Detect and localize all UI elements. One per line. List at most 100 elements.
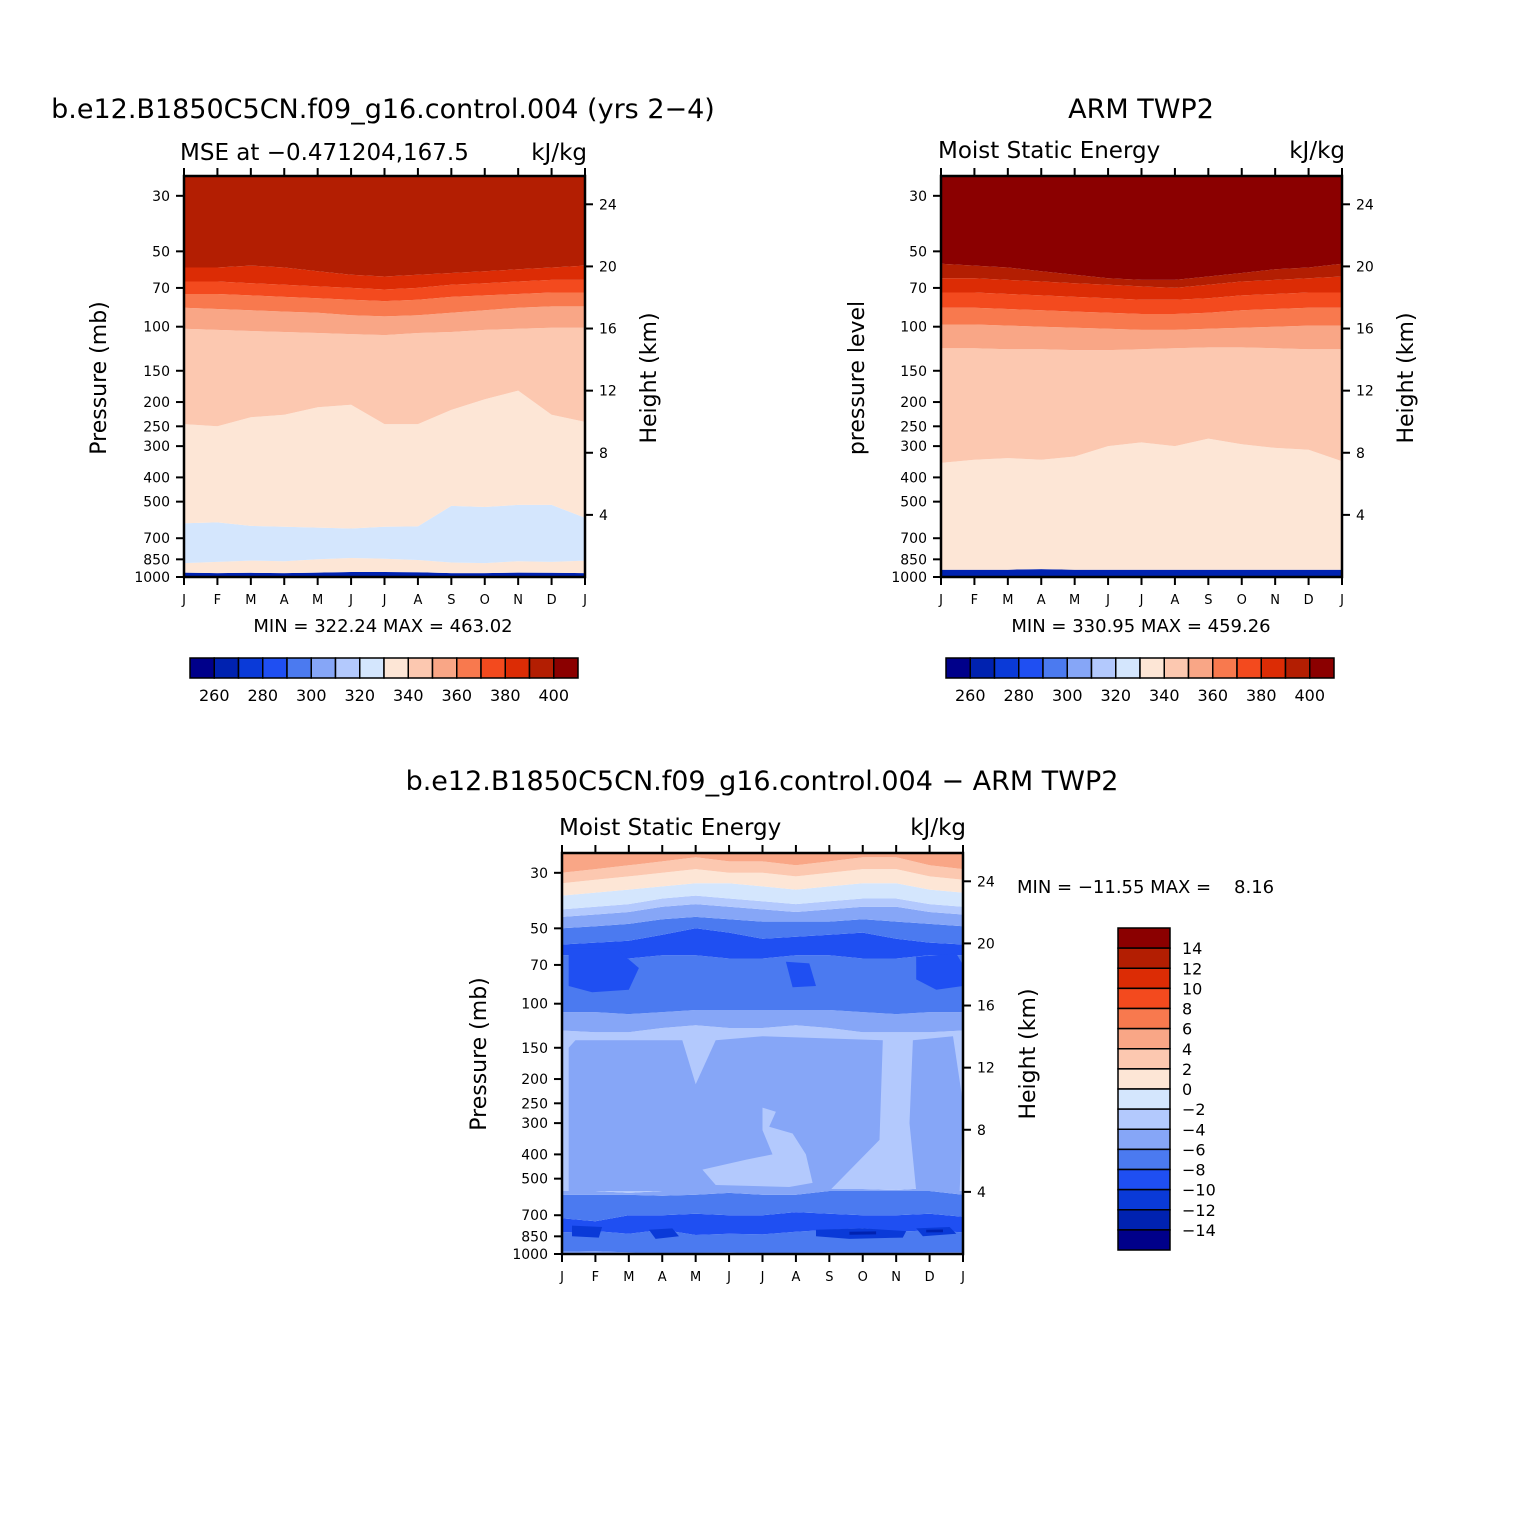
colorbar-box <box>1187 657 1214 679</box>
y-tick-label: 100 <box>900 320 927 336</box>
colorbar-label: −6 <box>1182 1140 1206 1159</box>
y-tick-label: 400 <box>900 470 927 486</box>
height-tick-label: 24 <box>1356 197 1374 213</box>
colorbar-box <box>1117 967 1171 990</box>
colorbar-box <box>1212 657 1238 679</box>
x-tick-label: N <box>513 593 523 608</box>
x-tick-label: A <box>280 593 289 608</box>
colorbar-box <box>945 657 971 679</box>
contour-band <box>562 916 963 945</box>
panel-obs-units: kJ/kg <box>1289 138 1345 164</box>
y-tick-label: 300 <box>900 439 927 455</box>
colorbar-label: −14 <box>1182 1221 1216 1240</box>
y-tick-label: 200 <box>900 395 927 411</box>
y-tick-label: 150 <box>143 364 170 380</box>
y-tick-label: 70 <box>530 958 548 974</box>
x-tick-label: M <box>245 593 256 608</box>
y-tick-label: 300 <box>521 1116 548 1132</box>
x-tick-label: D <box>547 593 557 608</box>
colorbar-label: 260 <box>199 686 230 705</box>
x-tick-label: N <box>891 1270 901 1285</box>
y-tick-label: 100 <box>143 320 170 336</box>
colorbar-box <box>334 657 361 679</box>
y-tick-label: 30 <box>152 189 170 205</box>
contour-band <box>562 955 963 1015</box>
colorbar-box <box>1042 657 1068 679</box>
panel-obs-ylabel-right: Height (km) <box>1394 312 1419 443</box>
y-tick-label: 50 <box>152 244 170 260</box>
height-tick-label: 24 <box>599 197 617 213</box>
contour-band <box>562 853 963 873</box>
panel-model-units: kJ/kg <box>531 140 587 166</box>
height-tick-label: 12 <box>599 384 617 400</box>
colorbar-box <box>528 657 555 679</box>
y-tick-label: 850 <box>143 552 170 568</box>
colorbar-box <box>1309 657 1335 679</box>
x-tick-label: O <box>858 1270 868 1285</box>
y-tick-label: 700 <box>143 531 170 547</box>
colorbar-label: 360 <box>1197 686 1228 705</box>
y-tick-label: 250 <box>143 419 170 435</box>
y-tick-label: 1000 <box>512 1247 548 1263</box>
colorbar-box <box>1117 1007 1171 1030</box>
colorbar-box <box>1260 657 1287 679</box>
colorbar-label: 12 <box>1182 959 1202 978</box>
colorbar-box <box>1018 657 1044 679</box>
y-tick-label: 250 <box>900 419 927 435</box>
colorbar-box <box>1139 657 1165 679</box>
height-tick-label: 8 <box>977 1123 986 1139</box>
x-tick-label: M <box>690 1270 701 1285</box>
x-tick-label: F <box>971 593 978 608</box>
panel-model-axes: J F M A M J J A S O N D J 30 50 70 100 150 200 250 300 400 500… <box>134 168 617 608</box>
panel-diff-units: kJ/kg <box>910 815 966 841</box>
colorbar-box <box>383 657 409 679</box>
panel-model-colorbar: 260 280 300 320 340 360 380 400 <box>189 657 579 705</box>
colorbar-box <box>969 657 996 679</box>
x-tick-label: J <box>960 1270 965 1285</box>
colorbar-box <box>213 657 240 679</box>
height-tick-label: 20 <box>977 936 995 952</box>
height-tick-label: 16 <box>599 322 617 338</box>
x-tick-label: M <box>1069 593 1080 608</box>
contour-band <box>941 307 1342 330</box>
contour-patch <box>648 1228 679 1239</box>
y-tick-label: 100 <box>521 997 548 1013</box>
y-tick-label: 200 <box>143 395 170 411</box>
contour-band <box>562 1191 963 1222</box>
y-tick-label: 300 <box>143 439 170 455</box>
colorbar-box <box>262 657 288 679</box>
colorbar-box <box>1117 927 1171 949</box>
contour-band <box>941 263 1342 288</box>
colorbar-label: 300 <box>1052 686 1083 705</box>
colorbar-box <box>431 657 458 679</box>
y-tick-label: 700 <box>521 1208 548 1224</box>
y-tick-label: 1000 <box>891 570 927 586</box>
x-tick-label: J <box>1339 593 1344 608</box>
x-tick-label: F <box>214 593 221 608</box>
contour-band <box>184 176 585 277</box>
y-tick-label: 1000 <box>134 570 170 586</box>
colorbar-box <box>189 657 215 679</box>
colorbar-label: 260 <box>955 686 986 705</box>
contour-band <box>562 857 963 884</box>
colorbar-box <box>1117 1068 1171 1090</box>
colorbar-label: 400 <box>1294 686 1325 705</box>
y-tick-label: 500 <box>900 495 927 511</box>
x-tick-label: J <box>1139 593 1144 608</box>
colorbar-box <box>1117 1088 1171 1110</box>
contour-patch <box>568 948 639 993</box>
colorbar-box <box>1115 657 1141 679</box>
colorbar-box <box>407 657 434 679</box>
y-tick-label: 850 <box>900 552 927 568</box>
colorbar-label: 10 <box>1182 979 1202 998</box>
y-tick-label: 500 <box>521 1172 548 1188</box>
colorbar-label: −12 <box>1182 1201 1216 1220</box>
panel-obs-axes: J F M A M J J A S O N D J 30 50 70 100 150 200 250 300 400 500… <box>891 168 1374 608</box>
x-tick-label: M <box>1002 593 1013 608</box>
colorbar-box <box>1117 987 1171 1010</box>
contour-patch <box>926 1229 943 1233</box>
colorbar-label: 320 <box>1100 686 1131 705</box>
height-tick-label: 8 <box>599 446 608 462</box>
